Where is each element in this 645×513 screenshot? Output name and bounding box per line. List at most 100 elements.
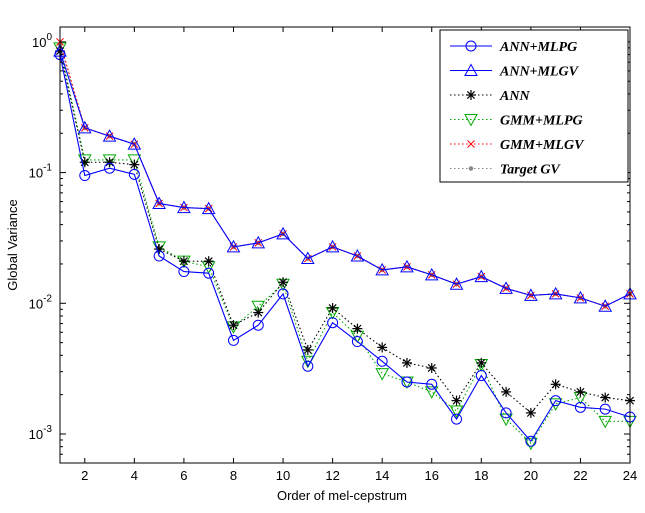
data-point — [598, 299, 613, 312]
data-point-stroke — [105, 158, 114, 167]
data-point — [500, 407, 512, 419]
data-point — [178, 256, 189, 267]
data-point-stroke — [466, 90, 476, 100]
data-point — [524, 437, 538, 451]
data-point — [253, 307, 264, 318]
data-point — [468, 166, 474, 171]
data-point — [426, 362, 437, 373]
data-point — [451, 413, 463, 425]
x-tick-label: 2 — [81, 468, 88, 483]
data-point — [77, 120, 92, 134]
data-point — [375, 368, 390, 381]
data-point — [278, 277, 289, 288]
data-point — [350, 248, 365, 262]
series-line — [59, 54, 631, 443]
data-point — [476, 357, 487, 368]
data-point — [548, 286, 563, 300]
legend-box — [439, 29, 629, 183]
data-point — [599, 403, 611, 415]
data-point — [177, 200, 191, 214]
data-point-stroke — [204, 257, 213, 266]
data-point-stroke — [402, 358, 411, 367]
legend-item: ANN+MLGV — [450, 63, 580, 80]
data-point — [252, 319, 264, 331]
y-axis-label: Global Variance — [5, 199, 20, 291]
data-point — [424, 267, 439, 281]
data-point — [499, 281, 513, 294]
data-point — [325, 239, 340, 253]
data-point-stroke — [427, 363, 436, 373]
data-point-stroke — [303, 345, 312, 354]
data-point-stroke — [477, 358, 486, 367]
legend-item: Target GV — [450, 163, 561, 178]
data-point — [401, 376, 413, 388]
data-point — [375, 262, 390, 276]
legend-label: ANN+MLPG — [499, 40, 577, 55]
data-point — [464, 63, 478, 76]
data-point — [327, 303, 338, 314]
data-point — [302, 344, 313, 355]
legend-label: GMM+MLGV — [500, 138, 585, 153]
data-point — [277, 288, 289, 300]
legend-label: ANN+MLGV — [499, 65, 580, 80]
data-point — [598, 415, 613, 429]
data-point-stroke — [179, 257, 188, 266]
x-tick-label: 16 — [425, 468, 439, 483]
data-point — [227, 334, 239, 346]
data-point — [302, 360, 314, 372]
data-point — [449, 277, 464, 290]
data-point-stroke — [229, 321, 238, 330]
data-point — [525, 435, 537, 447]
data-point — [467, 140, 475, 148]
data-point-stroke — [378, 343, 387, 352]
y-tick-label: 100 — [32, 32, 52, 50]
data-point — [524, 288, 538, 301]
data-point — [201, 201, 216, 215]
x-axis-label: Order of mel-cepstrum — [277, 488, 407, 503]
data-point — [226, 239, 241, 253]
series-ann — [55, 46, 635, 418]
data-point — [251, 235, 266, 249]
legend-label: Target GV — [500, 163, 561, 178]
data-point — [377, 342, 388, 353]
data-point — [426, 378, 438, 390]
data-point — [127, 137, 142, 150]
data-point — [574, 401, 586, 413]
data-point-stroke — [279, 278, 288, 287]
data-point-stroke — [502, 387, 511, 396]
data-point — [475, 370, 487, 382]
legend-item: GMM+MLGV — [450, 138, 585, 153]
data-point — [104, 157, 115, 168]
x-tick-label: 6 — [180, 468, 187, 483]
axes-frame — [59, 26, 631, 464]
data-point — [251, 300, 266, 314]
data-point-stroke — [601, 393, 610, 402]
series-line — [59, 50, 631, 307]
data-point — [451, 395, 462, 406]
legend-label: GMM+MLPG — [500, 114, 583, 129]
data-point — [153, 250, 165, 262]
data-point — [600, 392, 611, 403]
legend-item: ANN+MLPG — [450, 40, 577, 55]
data-point-stroke — [130, 160, 139, 169]
data-point-stroke — [254, 308, 263, 317]
data-point — [464, 114, 478, 127]
data-point — [400, 259, 414, 273]
data-point-stroke — [467, 140, 475, 148]
y-tick-label: 10-1 — [29, 163, 53, 181]
data-point — [466, 90, 476, 100]
x-tick-label: 24 — [623, 468, 637, 483]
data-point — [178, 266, 190, 278]
data-point — [376, 355, 388, 367]
data-point — [129, 159, 140, 170]
x-tick-label: 4 — [131, 468, 138, 483]
data-point — [104, 162, 116, 174]
data-point — [575, 386, 586, 397]
series-line — [59, 50, 631, 414]
data-point — [465, 40, 477, 52]
data-point — [550, 395, 562, 407]
data-point — [327, 317, 339, 329]
data-point — [351, 336, 363, 348]
